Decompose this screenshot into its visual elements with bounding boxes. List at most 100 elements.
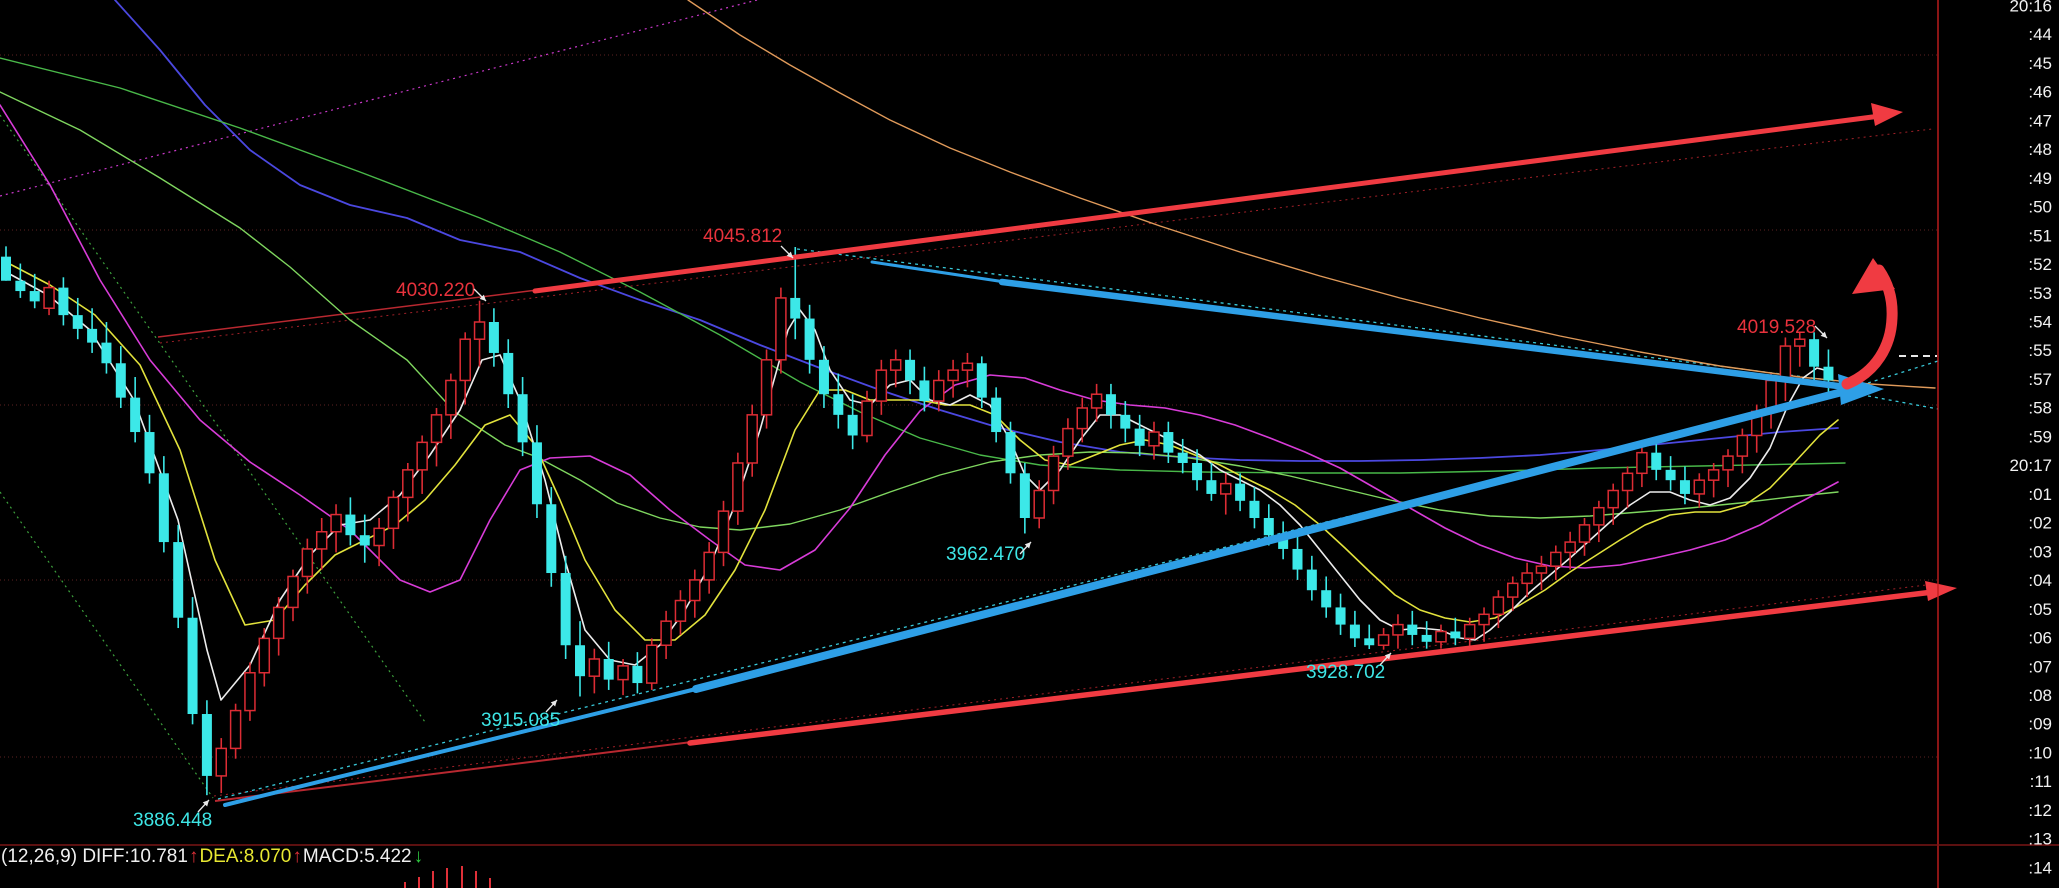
candle-body	[760, 359, 773, 416]
candle-body	[1651, 452, 1662, 470]
candle-body	[1665, 469, 1676, 481]
candle-body	[315, 531, 328, 550]
candle-body	[201, 714, 212, 776]
candle-up	[330, 504, 342, 553]
macd-dea-value: DEA:8.070	[199, 846, 292, 867]
candle-down	[1206, 462, 1217, 501]
candle-body	[976, 363, 987, 398]
red-channel-lower-thin	[214, 740, 701, 802]
candle-body	[575, 645, 585, 677]
candle-body	[258, 637, 271, 674]
candle-body	[1047, 455, 1060, 492]
candle-body	[1550, 551, 1562, 567]
pointer-arrow-head	[1820, 331, 1827, 338]
time-tick-label: :04	[2028, 571, 2052, 590]
candle-down	[201, 700, 212, 796]
candle-body	[889, 359, 902, 371]
candle-up	[746, 404, 758, 477]
red-channel-lower-dotted	[213, 583, 1935, 797]
time-tick-label: :07	[2028, 657, 2052, 676]
cyan-dotted-ext-down	[1867, 395, 1939, 410]
time-tick-label: :10	[2028, 743, 2052, 762]
candle-down	[345, 497, 356, 546]
candle-up	[1693, 473, 1706, 508]
candle-body	[430, 414, 443, 444]
time-tick-label: :49	[2028, 169, 2052, 188]
candle-up	[373, 518, 385, 567]
time-tick-label: :58	[2028, 399, 2052, 418]
candle-down	[187, 597, 198, 725]
price-label-3962.470: 3962.470	[946, 544, 1025, 565]
candle-body	[775, 297, 787, 361]
candle-body	[1564, 541, 1576, 554]
candle-up	[1535, 555, 1548, 591]
time-tick-label: :01	[2028, 485, 2052, 504]
candle-body	[1823, 366, 1834, 381]
candle-body	[1407, 624, 1418, 635]
candle-up	[1478, 607, 1490, 642]
candle-down	[72, 297, 83, 340]
candle-up	[473, 300, 486, 367]
candle-down	[1163, 421, 1174, 463]
macd-indicator-readout: (12,26,9) DIFF:10.781↑DEA:8.070↑MACD:5.4…	[1, 846, 425, 868]
candle-body	[1421, 634, 1432, 642]
candle-body	[1192, 462, 1203, 481]
pointer-arrow-head	[202, 800, 209, 807]
ma-white	[5, 271, 1833, 701]
time-tick-label: 20:16	[2009, 0, 2052, 15]
candle-down	[1, 246, 11, 281]
red-arrow-line-lower	[687, 589, 1936, 746]
candle-body	[187, 617, 198, 715]
red-arrow-line-upper-head	[1871, 103, 1903, 126]
candle-down	[87, 308, 98, 353]
candle-body	[1364, 638, 1375, 646]
candle-body	[1220, 482, 1232, 495]
candle-body	[717, 510, 730, 554]
annotation-arrows-layer	[223, 103, 1957, 807]
candle-body	[144, 432, 155, 474]
candle-down	[29, 273, 40, 309]
candle-up	[617, 658, 629, 696]
candle-body	[1521, 572, 1533, 585]
candle-body	[1392, 623, 1404, 636]
candle-body	[732, 462, 744, 512]
candle-body	[1292, 548, 1303, 570]
time-tick-label: :12	[2028, 801, 2052, 820]
candle-down	[144, 414, 155, 484]
candle-body	[632, 665, 643, 684]
candle-up	[1148, 421, 1160, 460]
candle-body	[1163, 432, 1174, 453]
pointer-arrow-head	[786, 251, 793, 258]
diff-up-arrow-icon: ↑	[188, 846, 199, 867]
candle-body	[1779, 345, 1792, 382]
candle-body	[1578, 524, 1591, 543]
candle-up	[430, 407, 443, 467]
candle-body	[87, 328, 98, 343]
candle-up	[1492, 590, 1505, 629]
candle-body	[1321, 590, 1332, 608]
candle-down	[1192, 449, 1203, 491]
candle-down	[173, 524, 184, 629]
candle-up	[301, 538, 314, 594]
price-label-3886.448: 3886.448	[133, 810, 212, 831]
candle-body	[1076, 407, 1088, 430]
time-tick-label: :06	[2028, 629, 2052, 648]
candle-body	[905, 359, 916, 381]
candle-body	[847, 414, 858, 436]
candle-up	[1507, 576, 1519, 611]
candle-up	[775, 287, 787, 374]
candle-body	[804, 318, 815, 360]
red-arrow-line-lower-head	[1925, 581, 1957, 601]
green-dotted-channel-a	[0, 114, 426, 723]
candle-body	[1306, 569, 1317, 591]
candle-up	[1779, 337, 1792, 402]
candle-body	[301, 548, 314, 578]
candle-body	[546, 504, 557, 574]
candle-up	[861, 390, 873, 443]
candle-body	[1062, 427, 1074, 457]
time-tick-label: :44	[2028, 25, 2052, 44]
candle-down	[58, 277, 69, 326]
candle-body	[1278, 535, 1289, 549]
